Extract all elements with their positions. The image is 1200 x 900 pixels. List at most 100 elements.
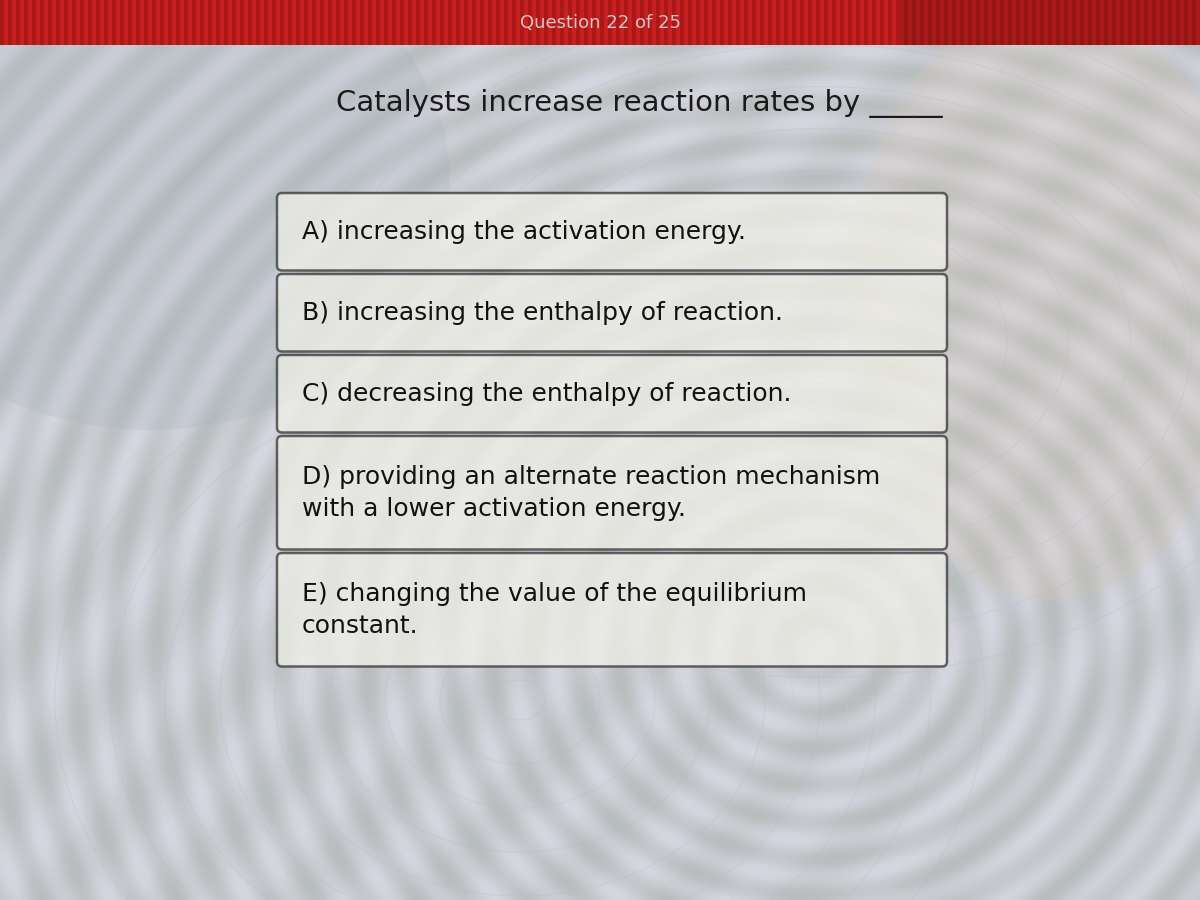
Bar bbox=[412, 0, 416, 45]
Ellipse shape bbox=[0, 0, 450, 430]
Bar bbox=[468, 0, 472, 45]
Bar bbox=[236, 0, 240, 45]
Bar bbox=[584, 0, 588, 45]
Bar bbox=[392, 0, 396, 45]
Bar bbox=[784, 0, 788, 45]
Bar bbox=[928, 0, 932, 45]
Bar bbox=[24, 0, 28, 45]
Bar bbox=[568, 0, 572, 45]
Bar bbox=[16, 0, 20, 45]
Bar bbox=[920, 0, 924, 45]
Bar bbox=[932, 0, 936, 45]
Bar bbox=[1104, 0, 1108, 45]
Bar bbox=[80, 0, 84, 45]
Bar bbox=[984, 0, 988, 45]
Bar bbox=[796, 0, 800, 45]
Bar bbox=[180, 0, 184, 45]
Bar bbox=[1040, 0, 1044, 45]
Bar bbox=[644, 0, 648, 45]
Bar bbox=[188, 0, 192, 45]
Bar bbox=[324, 0, 328, 45]
Bar bbox=[172, 0, 176, 45]
Bar bbox=[144, 0, 148, 45]
Bar bbox=[396, 0, 400, 45]
Bar bbox=[264, 0, 268, 45]
Bar bbox=[1044, 0, 1048, 45]
Bar bbox=[680, 0, 684, 45]
Bar bbox=[124, 0, 128, 45]
Bar bbox=[988, 0, 992, 45]
Bar bbox=[824, 0, 828, 45]
Bar bbox=[92, 0, 96, 45]
Bar bbox=[64, 0, 68, 45]
Bar bbox=[916, 0, 920, 45]
Bar bbox=[692, 0, 696, 45]
Bar bbox=[748, 0, 752, 45]
Bar bbox=[72, 0, 76, 45]
Bar bbox=[1144, 0, 1148, 45]
Bar bbox=[996, 0, 1000, 45]
Bar bbox=[1080, 0, 1084, 45]
Bar bbox=[452, 0, 456, 45]
Bar bbox=[1172, 0, 1176, 45]
Bar bbox=[344, 0, 348, 45]
Bar bbox=[112, 0, 116, 45]
Bar bbox=[1168, 0, 1172, 45]
Bar bbox=[424, 0, 428, 45]
Bar bbox=[528, 0, 532, 45]
Bar bbox=[456, 0, 460, 45]
Bar bbox=[980, 0, 984, 45]
Bar bbox=[208, 0, 212, 45]
Bar bbox=[860, 0, 864, 45]
Bar bbox=[696, 0, 700, 45]
Bar bbox=[248, 0, 252, 45]
Bar bbox=[828, 0, 832, 45]
Bar bbox=[1052, 0, 1056, 45]
Bar bbox=[416, 0, 420, 45]
Bar bbox=[448, 0, 452, 45]
Bar bbox=[632, 0, 636, 45]
Bar bbox=[836, 0, 840, 45]
Bar bbox=[1068, 0, 1072, 45]
Bar bbox=[408, 0, 412, 45]
Bar bbox=[600, 0, 604, 45]
Bar bbox=[220, 0, 224, 45]
Bar bbox=[164, 0, 168, 45]
Bar bbox=[728, 0, 732, 45]
Bar bbox=[1156, 0, 1160, 45]
Bar bbox=[520, 0, 524, 45]
Bar bbox=[924, 0, 928, 45]
Bar bbox=[96, 0, 100, 45]
Text: A) increasing the activation energy.: A) increasing the activation energy. bbox=[302, 220, 746, 244]
Bar bbox=[100, 0, 104, 45]
Bar bbox=[472, 0, 476, 45]
FancyBboxPatch shape bbox=[277, 553, 947, 667]
Bar bbox=[1164, 0, 1168, 45]
Bar bbox=[312, 0, 316, 45]
Bar bbox=[288, 0, 292, 45]
Bar bbox=[604, 0, 608, 45]
Bar bbox=[1020, 0, 1024, 45]
Bar bbox=[1008, 0, 1012, 45]
Bar bbox=[864, 0, 868, 45]
Bar bbox=[540, 0, 544, 45]
Bar bbox=[840, 0, 844, 45]
Bar bbox=[904, 0, 908, 45]
FancyBboxPatch shape bbox=[277, 193, 947, 271]
Bar bbox=[888, 0, 892, 45]
Bar bbox=[328, 0, 332, 45]
Bar bbox=[120, 0, 124, 45]
Bar bbox=[720, 0, 724, 45]
Bar bbox=[668, 0, 672, 45]
Bar bbox=[564, 0, 568, 45]
Bar bbox=[848, 0, 852, 45]
Bar bbox=[844, 0, 848, 45]
Bar bbox=[1188, 0, 1192, 45]
Bar bbox=[688, 0, 692, 45]
Bar bbox=[812, 0, 816, 45]
Bar bbox=[132, 0, 136, 45]
Bar bbox=[1160, 0, 1164, 45]
Bar bbox=[104, 0, 108, 45]
Bar bbox=[232, 0, 236, 45]
Bar bbox=[364, 0, 368, 45]
